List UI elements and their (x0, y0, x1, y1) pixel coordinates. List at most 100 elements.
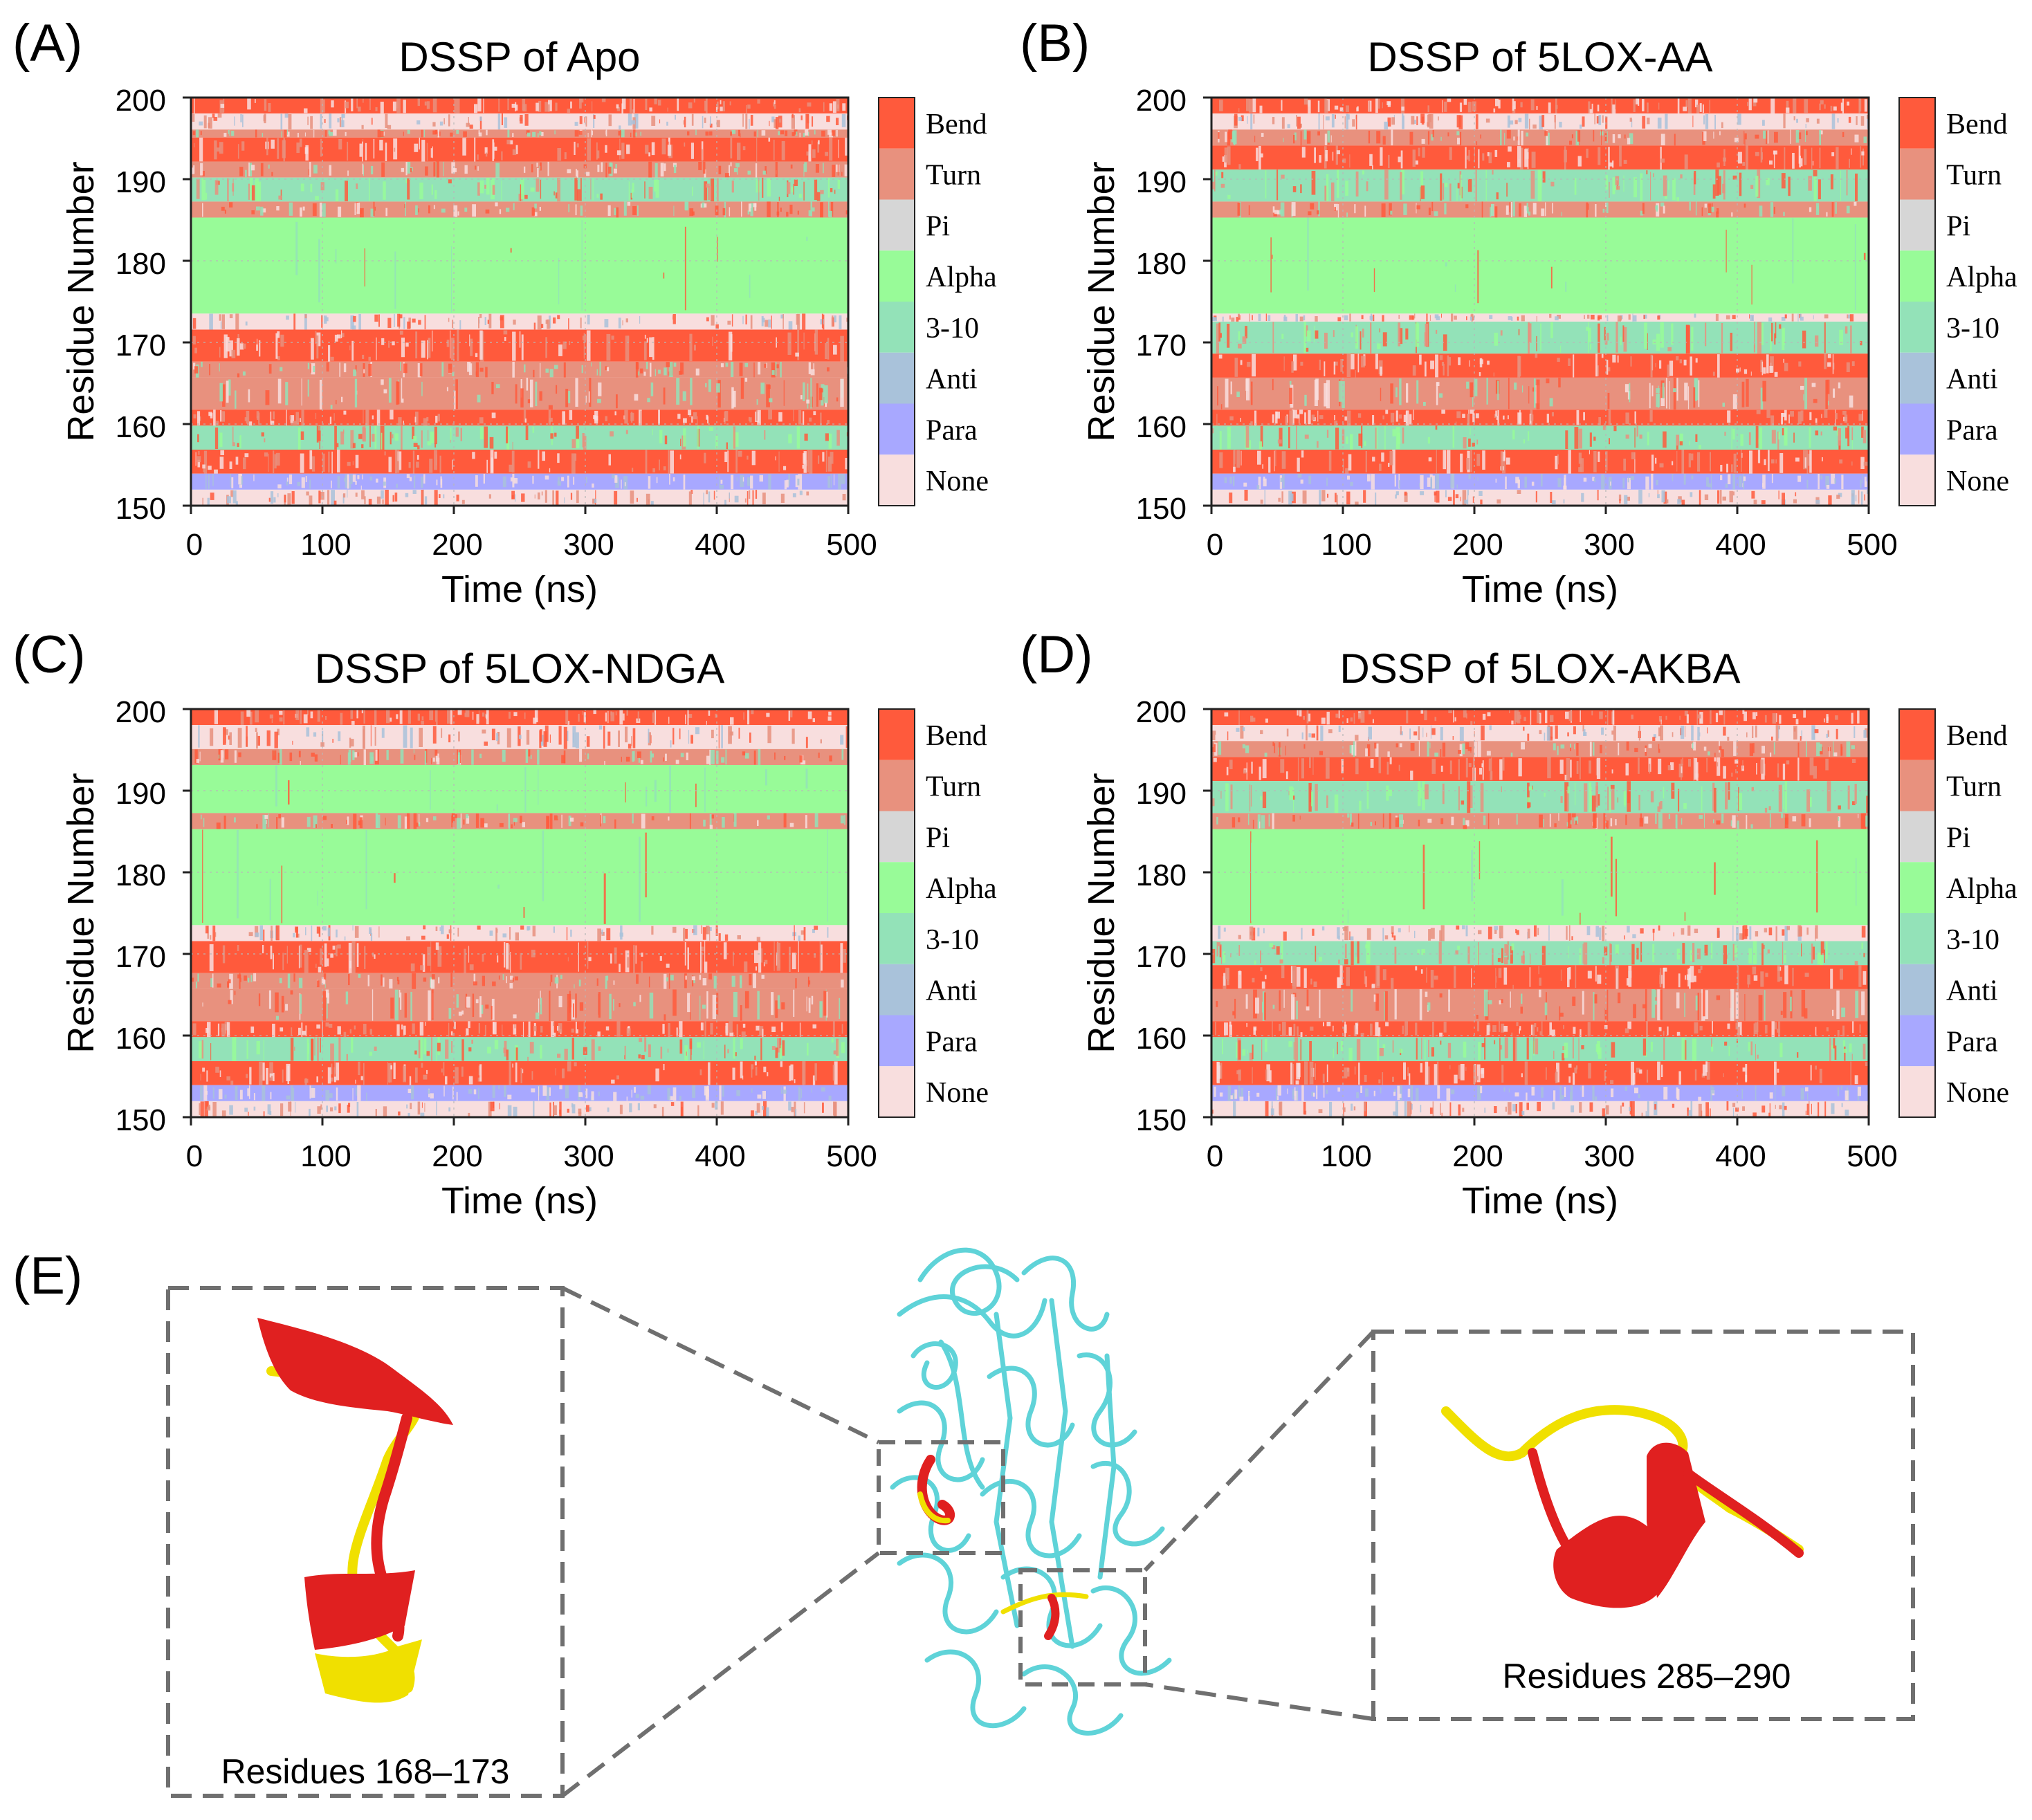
dssp-streak (237, 338, 240, 356)
dssp-streak (1574, 744, 1575, 750)
dssp-streak (414, 755, 416, 760)
dssp-streak (1297, 457, 1300, 472)
dssp-streak (1279, 959, 1283, 964)
dssp-streak (234, 750, 237, 763)
dssp-streak (1690, 453, 1694, 461)
dssp-streak (219, 314, 221, 321)
dssp-streak (1263, 477, 1265, 481)
dssp-streak (1409, 315, 1413, 320)
dssp-streak (1540, 323, 1541, 351)
dssp-streak (1607, 333, 1609, 341)
dssp-streak (684, 942, 686, 966)
dssp-streak (234, 817, 236, 822)
dssp-streak (574, 141, 576, 155)
dssp-streak (799, 755, 803, 763)
dssp-streak (309, 1085, 311, 1099)
dssp-streak (594, 499, 597, 503)
dssp-streak (1757, 322, 1761, 354)
dssp-streak (794, 1101, 796, 1116)
dssp-streak (401, 167, 405, 172)
dssp-streak (1259, 441, 1262, 450)
dssp-streak (322, 99, 325, 113)
dssp-streak (1609, 438, 1610, 445)
dssp-streak (1804, 457, 1806, 468)
dssp-streak (1481, 725, 1485, 741)
dssp-streak (802, 313, 806, 330)
dssp-streak (224, 1021, 229, 1031)
dssp-streak (1528, 431, 1530, 441)
dssp-streak (1742, 162, 1746, 166)
dssp-streak (737, 143, 741, 160)
dssp-streak (484, 1024, 486, 1036)
dssp-streak (1378, 757, 1382, 773)
dssp-streak (456, 1092, 458, 1101)
dssp-streak (1557, 477, 1562, 488)
dssp-streak (1761, 361, 1764, 376)
dssp-streak (248, 1085, 250, 1099)
dssp-streak (708, 973, 712, 980)
dssp-streak (1333, 330, 1335, 338)
dssp-streak (780, 314, 784, 319)
legend-label: Anti (926, 364, 978, 396)
dssp-streak (753, 750, 756, 765)
dssp-streak (663, 1064, 665, 1071)
dssp-streak (1715, 313, 1719, 321)
dssp-streak (776, 364, 779, 369)
dssp-streak (567, 1061, 571, 1072)
dssp-streak (1421, 116, 1425, 125)
dssp-streak (421, 716, 424, 721)
dssp-streak (355, 1079, 356, 1084)
dssp-streak (570, 101, 572, 109)
dssp-streak (1607, 367, 1611, 371)
dssp-streak (619, 964, 621, 973)
dssp-streak (350, 739, 354, 747)
dssp-streak (646, 362, 648, 369)
dssp-band (1211, 377, 1869, 410)
dssp-streak (1696, 104, 1700, 113)
dssp-streak (518, 735, 522, 739)
y-axis-label: Residue Number (60, 161, 102, 441)
dssp-streak (1613, 425, 1617, 432)
dssp-streak (361, 490, 365, 499)
dssp-streak (1420, 185, 1425, 199)
dssp-streak (1809, 757, 1814, 775)
dssp-streak (432, 98, 437, 113)
dssp-streak (828, 433, 832, 449)
dssp-streak (845, 210, 848, 214)
dssp-streak (495, 927, 497, 941)
dssp-streak (191, 977, 194, 982)
dssp-streak (1350, 717, 1353, 721)
dssp-streak (613, 980, 615, 985)
dssp-streak (704, 118, 706, 123)
dssp-streak (811, 1087, 812, 1093)
dssp-streak (304, 950, 309, 973)
dssp-streak (1367, 474, 1371, 481)
dssp-streak (408, 1088, 412, 1094)
dssp-streak (1352, 119, 1355, 127)
dssp-streak (689, 208, 694, 217)
dssp-streak (420, 1112, 425, 1117)
dssp-streak (358, 973, 361, 978)
dssp-streak (210, 493, 214, 500)
dssp-streak (767, 201, 771, 217)
dssp-streak (372, 415, 374, 420)
dssp-streak (363, 749, 366, 765)
dssp-streak (1704, 203, 1707, 208)
y-tick-label: 170 (116, 940, 166, 974)
dssp-streak (615, 711, 617, 716)
dssp-streak (1824, 314, 1829, 319)
dssp-streak (1623, 327, 1627, 352)
dssp-streak (514, 1024, 516, 1029)
dssp-streak (1576, 743, 1579, 756)
dssp-streak (336, 929, 338, 938)
dssp-streak (1351, 354, 1355, 369)
dssp-streak (1861, 426, 1864, 438)
dssp-streak (557, 148, 562, 161)
dssp-streak (648, 476, 651, 489)
dssp-streak (479, 996, 482, 1018)
dssp-streak (812, 1024, 816, 1029)
dssp-streak (1412, 315, 1415, 320)
dssp-streak (1721, 323, 1723, 353)
dssp-streak (558, 258, 560, 304)
dssp-streak (468, 1047, 472, 1051)
